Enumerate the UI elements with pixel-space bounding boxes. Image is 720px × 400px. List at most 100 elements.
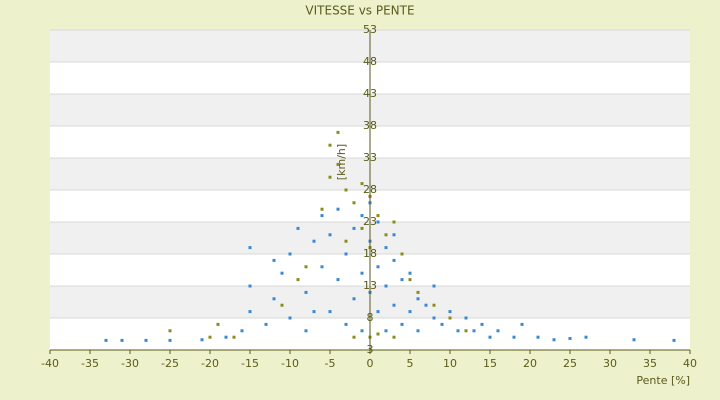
point [488, 335, 492, 339]
y-tick-label: 33 [363, 151, 377, 164]
point [392, 335, 396, 339]
x-tick-label: 30 [603, 357, 617, 370]
x-tick-label: -20 [201, 357, 219, 370]
point [168, 338, 172, 342]
point [320, 207, 324, 211]
x-tick-label: 5 [407, 357, 414, 370]
point [384, 233, 388, 237]
point [432, 284, 436, 288]
point [248, 246, 252, 250]
point [440, 322, 444, 326]
point [360, 226, 364, 230]
point [328, 175, 332, 179]
x-tick-label: 20 [523, 357, 537, 370]
point [632, 338, 636, 342]
point [376, 265, 380, 269]
point [304, 290, 308, 294]
point [120, 338, 124, 342]
point [416, 290, 420, 294]
x-tick-label: -10 [281, 357, 299, 370]
point [392, 258, 396, 262]
point [272, 297, 276, 301]
point [416, 329, 420, 333]
point [288, 316, 292, 320]
point [464, 316, 468, 320]
y-tick-label: 38 [363, 119, 377, 132]
point [496, 329, 500, 333]
x-axis-title: Pente [%] [636, 374, 690, 387]
point [312, 310, 316, 314]
point [552, 338, 556, 342]
point [312, 239, 316, 243]
x-tick-label: 35 [643, 357, 657, 370]
point [328, 310, 332, 314]
point [360, 214, 364, 218]
point [336, 207, 340, 211]
point [328, 143, 332, 147]
point [672, 338, 676, 342]
point [200, 338, 204, 342]
point [392, 303, 396, 307]
point [344, 322, 348, 326]
point [376, 214, 380, 218]
point [408, 271, 412, 275]
y-tick-label: 18 [363, 247, 377, 260]
point [360, 182, 364, 186]
point [472, 329, 476, 333]
point [232, 335, 236, 339]
point [360, 329, 364, 333]
y-tick-label: 43 [363, 87, 377, 100]
point [424, 303, 428, 307]
point [480, 322, 484, 326]
point [520, 322, 524, 326]
point [536, 335, 540, 339]
y-tick-label: 8 [367, 311, 374, 324]
point [336, 278, 340, 282]
point [584, 335, 588, 339]
point [104, 338, 108, 342]
point [272, 258, 276, 262]
point [264, 322, 268, 326]
point [224, 335, 228, 339]
point [296, 226, 300, 230]
y-tick-label: 13 [363, 279, 377, 292]
point [400, 252, 404, 256]
point [304, 265, 308, 269]
point [384, 284, 388, 288]
point [376, 310, 380, 314]
point [376, 220, 380, 224]
point [432, 303, 436, 307]
point [352, 226, 356, 230]
x-tick-label: 40 [683, 357, 697, 370]
y-tick-label: 23 [363, 215, 377, 228]
y-tick-label: 53 [363, 23, 377, 36]
x-tick-label: -25 [161, 357, 179, 370]
x-tick-label: -5 [325, 357, 336, 370]
point [320, 265, 324, 269]
point [408, 310, 412, 314]
point [416, 297, 420, 301]
point [168, 329, 172, 333]
point [336, 130, 340, 134]
y-tick-label: 3 [367, 343, 374, 356]
point [352, 201, 356, 205]
x-tick-label: 0 [367, 357, 374, 370]
point [360, 271, 364, 275]
point [344, 252, 348, 256]
point [280, 271, 284, 275]
point [336, 162, 340, 166]
point [400, 322, 404, 326]
point [392, 220, 396, 224]
x-tick-label: -40 [41, 357, 59, 370]
x-tick-label: 25 [563, 357, 577, 370]
point [432, 316, 436, 320]
point [144, 338, 148, 342]
y-tick-label: 48 [363, 55, 377, 68]
point [512, 335, 516, 339]
chart-title: VITESSE vs PENTE [305, 4, 414, 18]
point [352, 335, 356, 339]
point [216, 322, 220, 326]
x-tick-label: -35 [81, 357, 99, 370]
